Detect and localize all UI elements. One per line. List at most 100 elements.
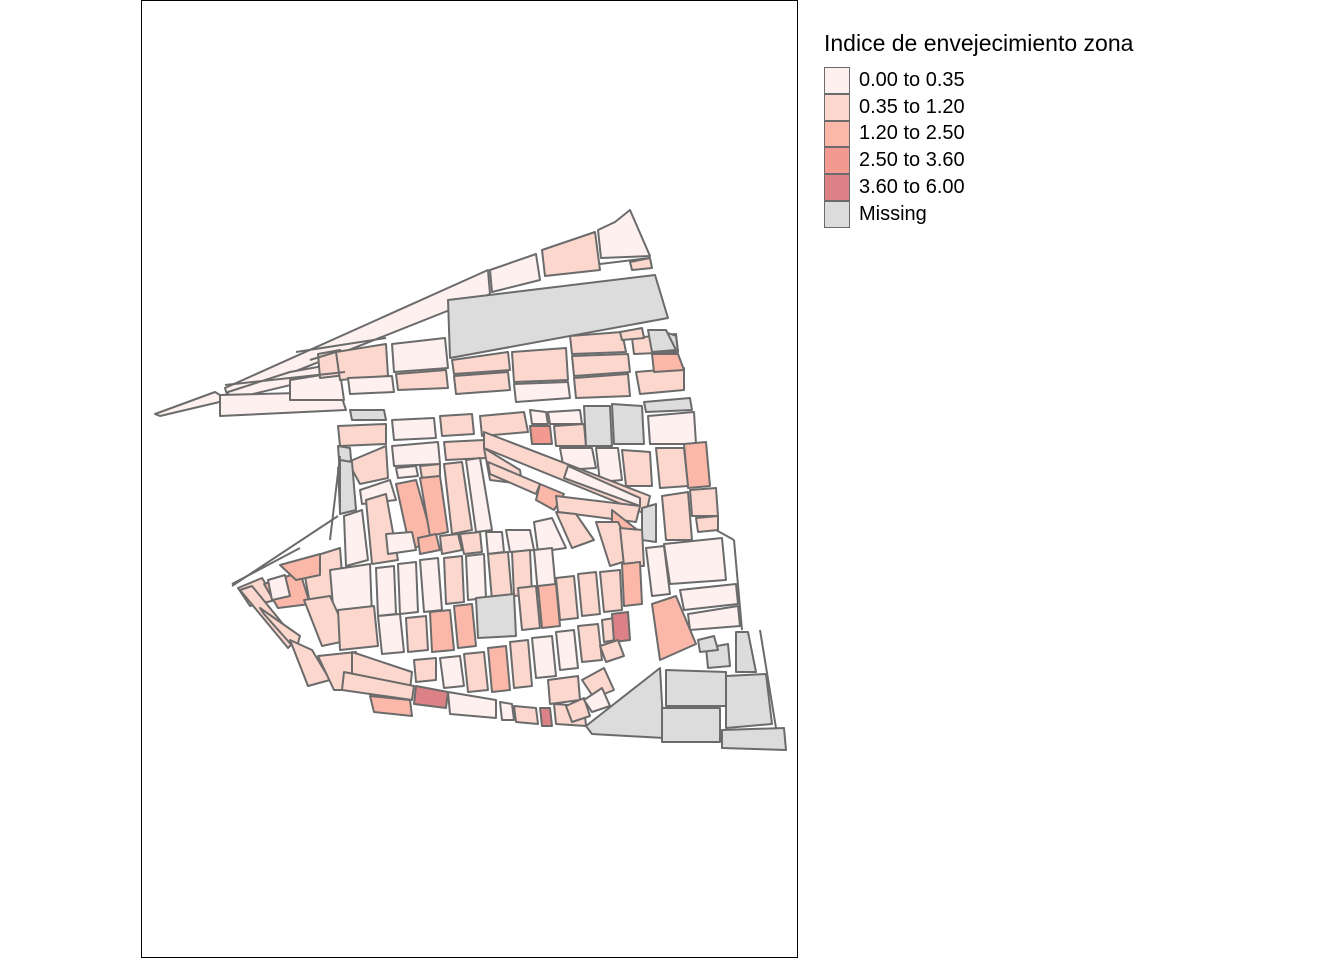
legend-label: Missing bbox=[859, 202, 927, 225]
map-block bbox=[611, 611, 631, 643]
map-block bbox=[665, 669, 727, 707]
legend-label: 3.60 to 6.00 bbox=[859, 176, 965, 199]
street-edge bbox=[295, 337, 387, 353]
street-edge bbox=[715, 529, 735, 541]
map-block bbox=[154, 391, 229, 417]
legend-swatch bbox=[824, 147, 850, 175]
legend-label: 2.50 to 3.60 bbox=[859, 149, 965, 172]
legend-rows: 0.00 to 0.35 0.35 to 1.20 1.20 to 2.50 2.50… bbox=[824, 67, 1133, 228]
map-block bbox=[621, 561, 643, 607]
map-block bbox=[463, 651, 489, 693]
map-block bbox=[599, 569, 623, 613]
street-edge bbox=[599, 257, 651, 265]
map-block bbox=[439, 533, 463, 555]
map-block bbox=[643, 397, 693, 413]
map-block bbox=[663, 537, 727, 585]
map-block bbox=[647, 411, 697, 445]
map-block bbox=[611, 403, 645, 445]
map-block bbox=[563, 465, 641, 507]
map-block bbox=[697, 635, 719, 653]
legend-label: 0.35 to 1.20 bbox=[859, 95, 965, 118]
map-block bbox=[555, 629, 579, 671]
map-block bbox=[391, 417, 437, 441]
map-block bbox=[679, 583, 739, 611]
map-block bbox=[695, 515, 719, 533]
map-block bbox=[397, 561, 419, 615]
map-block bbox=[687, 605, 741, 631]
map-block bbox=[529, 425, 553, 445]
map-block bbox=[577, 571, 601, 617]
map-block bbox=[529, 409, 549, 425]
map-block bbox=[651, 595, 697, 661]
legend-swatch bbox=[824, 93, 850, 121]
map-block bbox=[655, 447, 689, 489]
map-block bbox=[405, 615, 429, 653]
map-blocks bbox=[154, 209, 787, 751]
legend-item: Missing bbox=[824, 200, 1133, 228]
map-block bbox=[465, 553, 487, 601]
map-block bbox=[337, 423, 387, 447]
legend-title: Indice de envejecimiento zona bbox=[824, 30, 1134, 56]
map-block bbox=[569, 331, 627, 355]
map-block bbox=[475, 593, 517, 639]
map-block bbox=[517, 585, 541, 631]
map-block bbox=[571, 353, 631, 377]
map-block bbox=[419, 475, 449, 537]
map-block bbox=[573, 373, 631, 399]
map-block bbox=[439, 655, 465, 689]
map-block bbox=[581, 667, 615, 699]
map-block bbox=[349, 409, 387, 421]
map-block bbox=[619, 527, 645, 567]
map-block bbox=[341, 671, 415, 701]
map-block bbox=[413, 657, 437, 683]
street-edge bbox=[733, 539, 743, 631]
map-block bbox=[413, 685, 449, 709]
map-block bbox=[375, 565, 397, 617]
map-block bbox=[479, 411, 529, 437]
map-block bbox=[661, 707, 721, 743]
map-block bbox=[465, 457, 493, 533]
map-block bbox=[531, 635, 557, 679]
map-block bbox=[661, 491, 693, 541]
map-block bbox=[391, 441, 441, 467]
map-block bbox=[459, 531, 483, 555]
map-block bbox=[599, 639, 625, 663]
map-block bbox=[447, 274, 669, 359]
legend-swatch bbox=[824, 174, 850, 201]
map-block bbox=[511, 347, 569, 383]
map-block bbox=[395, 465, 419, 479]
map-block bbox=[395, 369, 449, 391]
legend-item: 0.35 to 1.20 bbox=[824, 93, 1133, 121]
legend-label: 0.00 to 0.35 bbox=[859, 68, 965, 91]
map-block bbox=[597, 209, 651, 259]
legend-item: 0.00 to 0.35 bbox=[824, 67, 1133, 94]
map-block bbox=[343, 509, 369, 567]
map-block bbox=[337, 605, 379, 651]
map-block bbox=[547, 675, 581, 705]
map-block bbox=[505, 529, 535, 553]
map-block bbox=[509, 639, 533, 689]
map-block bbox=[487, 551, 513, 601]
map-block bbox=[339, 459, 357, 515]
map-block bbox=[267, 574, 291, 601]
map-block bbox=[453, 603, 477, 649]
map-block bbox=[487, 645, 511, 693]
map-block bbox=[595, 447, 623, 483]
map-block bbox=[347, 445, 389, 485]
map-block bbox=[391, 337, 449, 373]
street-edge bbox=[759, 629, 777, 729]
map-block bbox=[721, 727, 787, 751]
map-block bbox=[513, 381, 571, 403]
map-block bbox=[541, 231, 601, 277]
map-block bbox=[279, 553, 321, 581]
street-edge bbox=[231, 547, 301, 585]
map-block bbox=[451, 351, 511, 375]
map-block bbox=[577, 623, 603, 663]
map-block bbox=[533, 517, 567, 553]
map-block bbox=[583, 405, 613, 447]
map-block bbox=[735, 631, 757, 673]
map-block bbox=[553, 423, 587, 447]
map-block bbox=[443, 461, 473, 535]
legend-label: 1.20 to 2.50 bbox=[859, 122, 965, 145]
